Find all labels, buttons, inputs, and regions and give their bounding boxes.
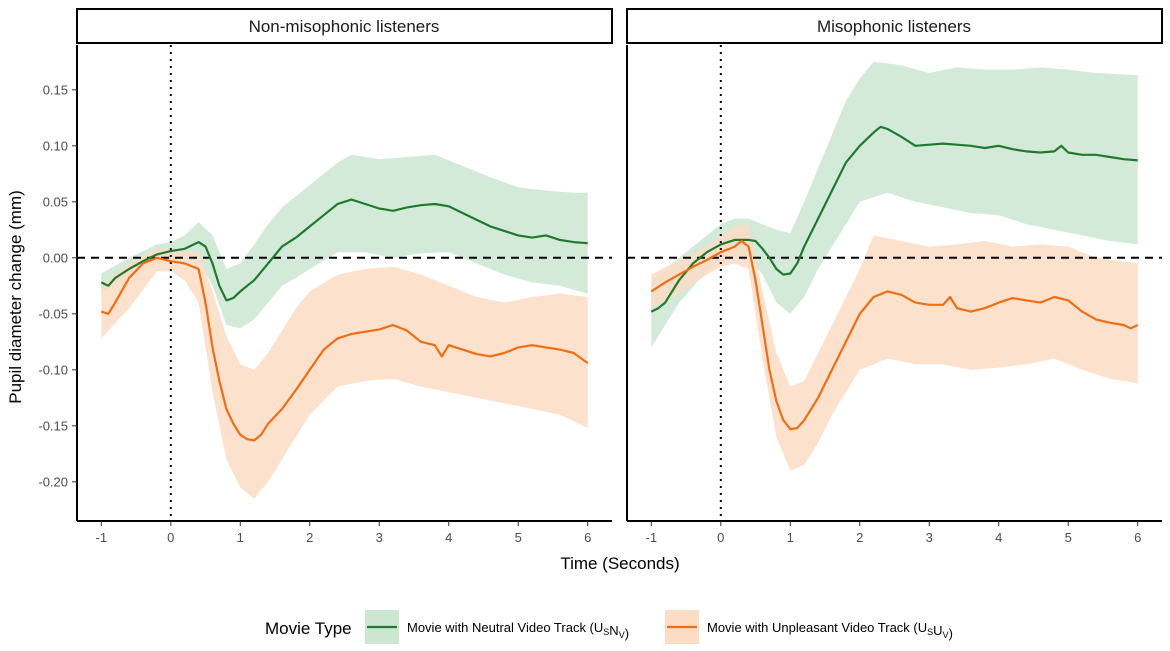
facet-strip-left xyxy=(76,8,613,44)
x-tick-label-left: 0 xyxy=(167,530,174,545)
panel-left: -1 0 1 2 3 4 5 6 xyxy=(76,45,612,545)
facet-right: Misophonic listeners -1 0 1 2 3 4 5 6 xyxy=(626,8,1163,545)
y-tick-label: -0.10 xyxy=(38,362,68,377)
facet-title-right: Misophonic listeners xyxy=(817,17,971,36)
line-unpleasant-left xyxy=(100,256,589,442)
y-tick-label: 0.00 xyxy=(43,250,68,265)
legend-label-neutral: Movie with Neutral Video Track (USNV) xyxy=(407,620,629,641)
x-tick-label-left: 3 xyxy=(376,530,383,545)
y-tick-label: 0.05 xyxy=(43,194,68,209)
legend-label-unpleasant: Movie with Unpleasant Video Track (USUV) xyxy=(707,620,953,641)
y-tick-label: -0.05 xyxy=(38,306,68,321)
panel-right: -1 0 1 2 3 4 5 6 xyxy=(626,45,1162,545)
x-tick-label-right: 4 xyxy=(995,530,1002,545)
x-tick-label-right: -1 xyxy=(646,530,658,545)
y-tick-label: 0.10 xyxy=(43,138,68,153)
x-tick-label-right: 6 xyxy=(1134,530,1141,545)
y-tick-label: -0.15 xyxy=(38,418,68,433)
x-tick-label-right: 5 xyxy=(1065,530,1072,545)
facet-strip-right xyxy=(626,8,1163,44)
x-tick-label-left: 5 xyxy=(515,530,522,545)
y-axis-label: Pupil diameter change (mm) xyxy=(6,190,25,404)
y-axis: 0.15 0.10 0.05 0.00 -0.05 -0.10 -0.15 -0.20 xyxy=(38,82,77,489)
facet-title-left: Non-misophonic listeners xyxy=(249,17,440,36)
band-unpleasant-right xyxy=(651,224,1138,471)
x-tick-label-left: 4 xyxy=(445,530,452,545)
y-tick-label: -0.20 xyxy=(38,474,68,489)
facet-left: Non-misophonic listeners -1 0 1 2 3 4 5 6 xyxy=(76,8,613,545)
band-unpleasant-left xyxy=(101,248,588,499)
y-tick-label: 0.15 xyxy=(43,82,68,97)
x-tick-label-left: 1 xyxy=(237,530,244,545)
band-neutral-left xyxy=(101,154,588,329)
line-neutral-right xyxy=(650,125,1138,313)
x-axis-label: Time (Seconds) xyxy=(560,554,679,573)
x-tick-label-left: -1 xyxy=(96,530,108,545)
x-tick-label-right: 3 xyxy=(926,530,933,545)
band-neutral-right xyxy=(651,61,1138,348)
line-unpleasant-right xyxy=(650,239,1139,431)
x-tick-label-right: 1 xyxy=(787,530,794,545)
x-tick-label-right: 0 xyxy=(717,530,724,545)
x-tick-label-left: 2 xyxy=(306,530,313,545)
x-tick-label-left: 6 xyxy=(584,530,591,545)
line-neutral-left xyxy=(100,198,588,302)
legend-title: Movie Type xyxy=(265,619,352,638)
x-tick-label-right: 2 xyxy=(856,530,863,545)
legend: Movie Type Movie with Neutral Video Trac… xyxy=(265,610,953,644)
